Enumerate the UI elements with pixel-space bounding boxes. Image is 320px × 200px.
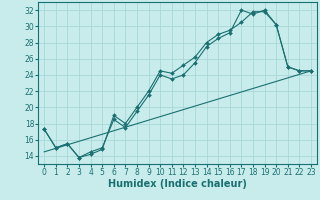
X-axis label: Humidex (Indice chaleur): Humidex (Indice chaleur) xyxy=(108,179,247,189)
